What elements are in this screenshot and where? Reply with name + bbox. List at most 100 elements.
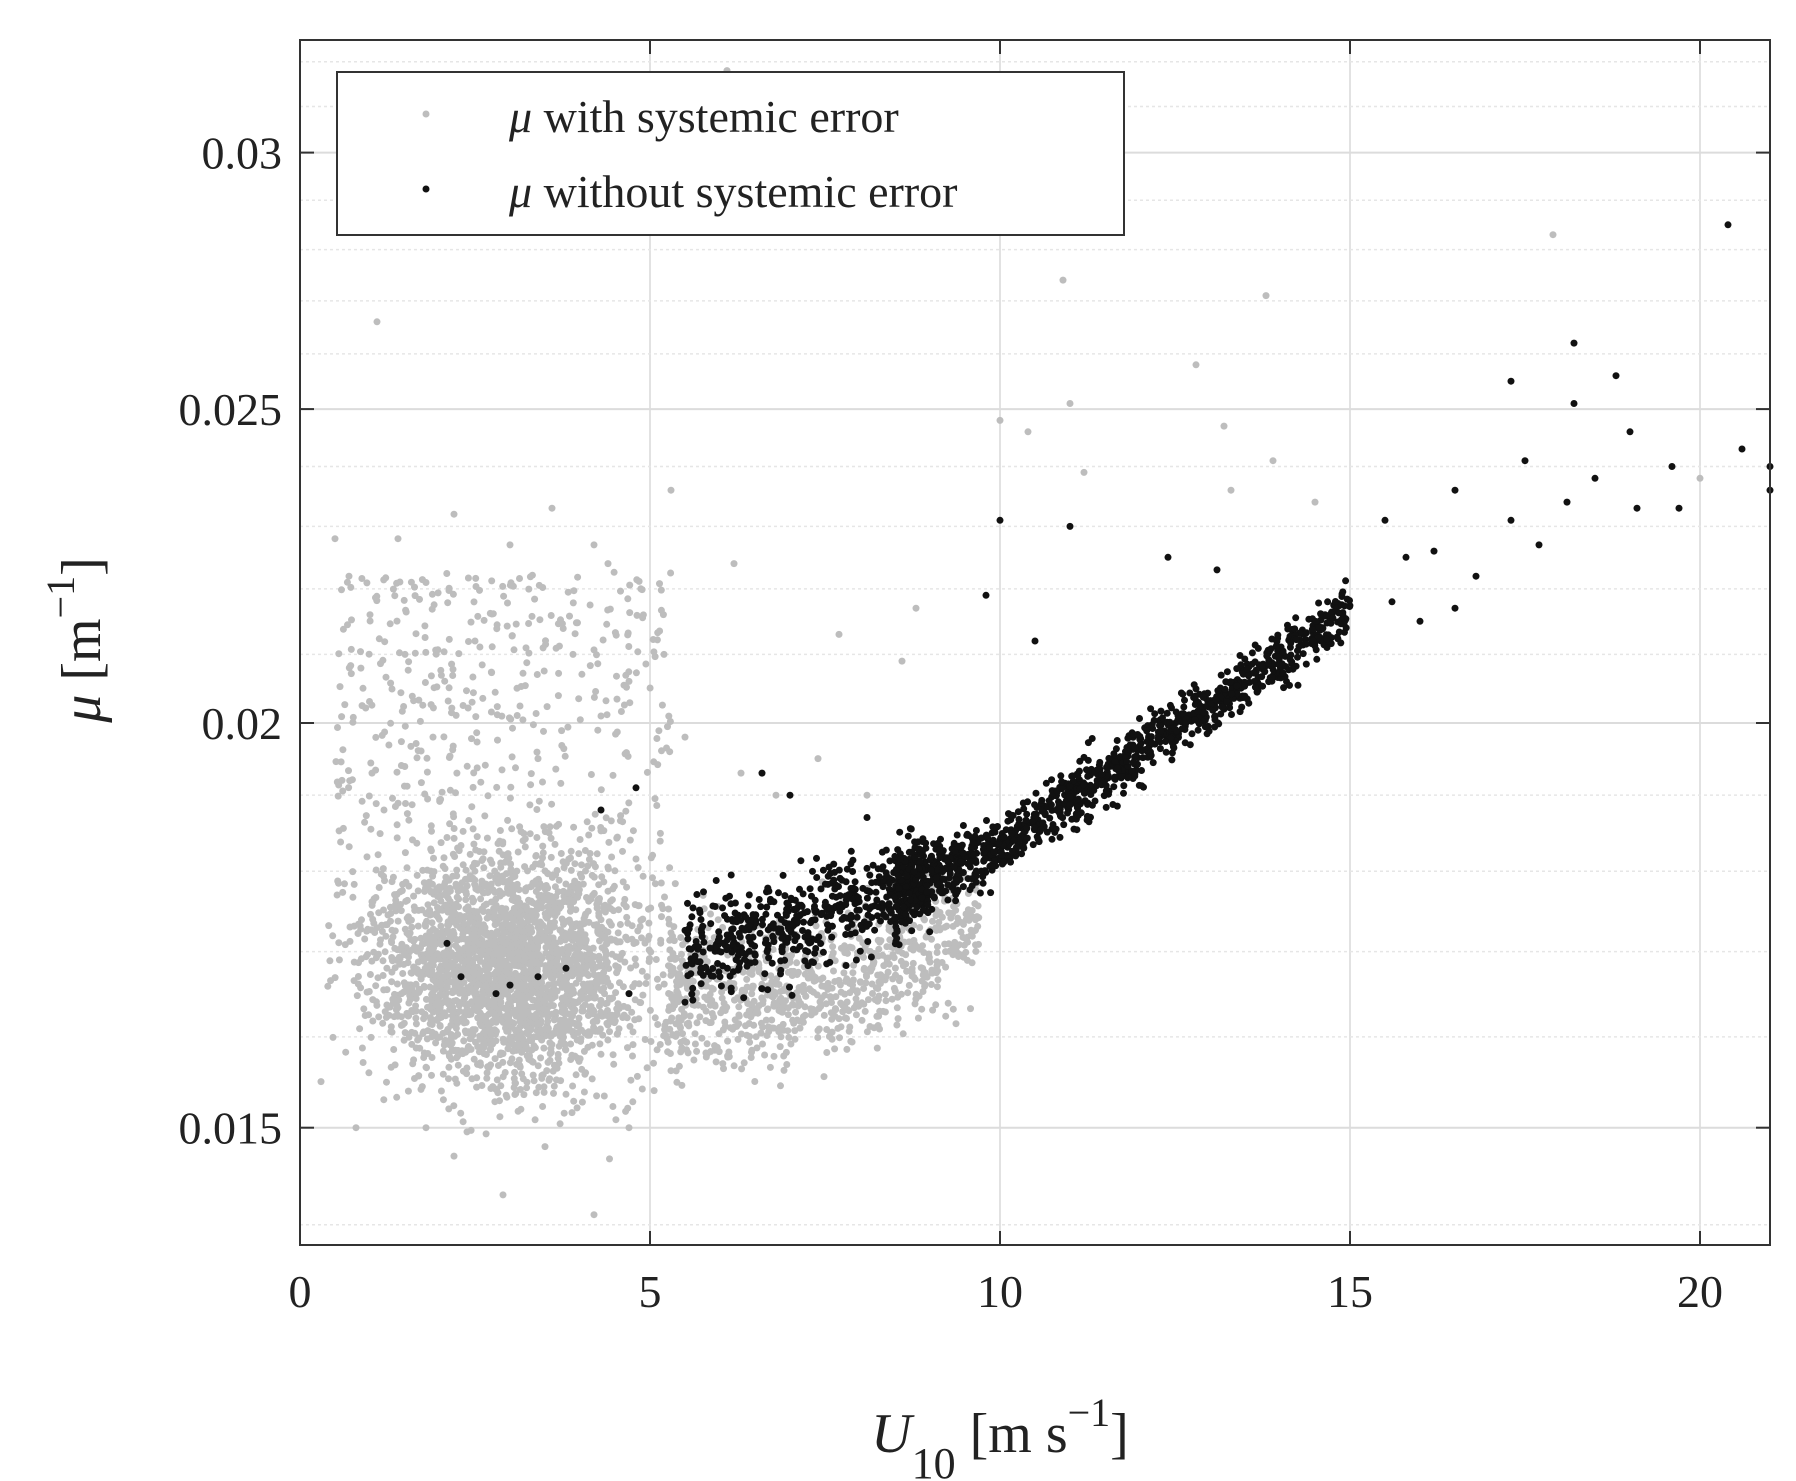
point-with-systemic-error: [377, 660, 384, 668]
point-with-systemic-error: [549, 871, 557, 879]
point-with-systemic-error: [494, 966, 502, 974]
point-with-systemic-error: [498, 975, 506, 983]
point-with-systemic-error: [357, 984, 365, 992]
point-with-systemic-error: [843, 998, 851, 1006]
point-without-systemic-error: [1211, 713, 1219, 721]
point-with-systemic-error: [518, 1070, 526, 1078]
point-with-systemic-error: [329, 1033, 337, 1041]
point-with-systemic-error: [535, 1083, 543, 1091]
point-with-systemic-error: [499, 938, 507, 946]
point-without-systemic-error: [803, 908, 811, 916]
point-with-systemic-error: [506, 541, 514, 549]
point-with-systemic-error: [471, 637, 479, 645]
point-with-systemic-error: [539, 854, 546, 862]
point-with-systemic-error: [642, 980, 650, 987]
point-with-systemic-error: [613, 1010, 621, 1018]
point-with-systemic-error: [553, 950, 561, 958]
point-with-systemic-error: [567, 1020, 575, 1028]
point-with-systemic-error: [450, 988, 458, 995]
point-with-systemic-error: [430, 899, 438, 907]
point-with-systemic-error: [525, 649, 533, 657]
point-with-systemic-error: [398, 707, 406, 715]
point-with-systemic-error: [380, 906, 387, 914]
point-with-systemic-error: [407, 742, 415, 750]
point-with-systemic-error: [597, 824, 605, 831]
point-with-systemic-error: [512, 1090, 520, 1097]
point-with-systemic-error: [932, 924, 940, 932]
point-with-systemic-error: [436, 990, 444, 998]
point-with-systemic-error: [519, 837, 527, 845]
point-with-systemic-error: [424, 950, 432, 958]
point-with-systemic-error: [413, 871, 421, 879]
point-with-systemic-error: [873, 1044, 881, 1052]
point-with-systemic-error: [512, 978, 520, 985]
point-with-systemic-error: [531, 860, 539, 868]
point-with-systemic-error: [575, 850, 583, 858]
point-with-systemic-error: [444, 1040, 451, 1048]
point-with-systemic-error: [557, 850, 565, 857]
point-with-systemic-error: [458, 879, 466, 887]
point-with-systemic-error: [379, 1019, 387, 1027]
point-with-systemic-error: [476, 643, 484, 651]
point-with-systemic-error: [508, 1037, 515, 1045]
point-with-systemic-error: [614, 929, 622, 937]
point-with-systemic-error: [366, 611, 374, 619]
point-with-systemic-error: [629, 827, 637, 835]
point-with-systemic-error: [430, 868, 438, 876]
point-with-systemic-error: [565, 855, 573, 863]
point-with-systemic-error: [972, 916, 979, 924]
point-with-systemic-error: [1696, 474, 1704, 482]
point-with-systemic-error: [632, 855, 640, 863]
point-with-systemic-error: [829, 943, 837, 951]
point-with-systemic-error: [484, 970, 492, 978]
point-with-systemic-error: [929, 1006, 937, 1014]
point-with-systemic-error: [339, 824, 347, 832]
point-with-systemic-error: [555, 1042, 563, 1050]
point-with-systemic-error: [466, 975, 474, 983]
point-with-systemic-error: [949, 1005, 957, 1013]
point-without-systemic-error: [867, 953, 875, 961]
point-without-systemic-error: [873, 896, 881, 904]
point-with-systemic-error: [576, 716, 584, 724]
point-with-systemic-error: [533, 981, 540, 989]
point-without-systemic-error: [797, 857, 805, 865]
point-with-systemic-error: [673, 978, 680, 985]
point-with-systemic-error: [603, 620, 611, 628]
point-with-systemic-error: [531, 595, 539, 603]
point-with-systemic-error: [421, 790, 429, 798]
point-with-systemic-error: [631, 980, 639, 988]
point-with-systemic-error: [509, 887, 517, 895]
point-without-systemic-error: [697, 916, 705, 923]
point-with-systemic-error: [547, 853, 555, 861]
point-with-systemic-error: [576, 965, 584, 973]
point-with-systemic-error: [604, 560, 612, 568]
point-with-systemic-error: [380, 1096, 388, 1104]
point-with-systemic-error: [624, 1044, 631, 1052]
point-with-systemic-error: [944, 999, 952, 1007]
point-with-systemic-error: [423, 768, 431, 776]
point-with-systemic-error: [620, 1011, 628, 1019]
point-with-systemic-error: [538, 954, 546, 962]
point-with-systemic-error: [570, 1097, 578, 1105]
point-with-systemic-error: [1080, 468, 1088, 476]
point-with-systemic-error: [814, 1034, 822, 1041]
point-with-systemic-error: [367, 759, 375, 767]
point-with-systemic-error: [755, 964, 763, 972]
point-with-systemic-error: [588, 1075, 596, 1083]
point-with-systemic-error: [843, 975, 851, 983]
point-with-systemic-error: [410, 903, 418, 911]
point-with-systemic-error: [493, 783, 501, 791]
point-with-systemic-error: [1192, 361, 1200, 369]
point-with-systemic-error: [737, 769, 745, 777]
point-with-systemic-error: [396, 960, 404, 968]
point-with-systemic-error: [428, 605, 436, 613]
point-with-systemic-error: [365, 792, 373, 800]
point-with-systemic-error: [583, 818, 591, 826]
point-with-systemic-error: [449, 746, 457, 754]
point-with-systemic-error: [587, 961, 595, 969]
point-with-systemic-error: [391, 1061, 399, 1069]
point-with-systemic-error: [480, 1050, 488, 1058]
point-with-systemic-error: [861, 1007, 869, 1015]
point-with-systemic-error: [597, 786, 605, 794]
point-with-systemic-error: [625, 799, 633, 807]
